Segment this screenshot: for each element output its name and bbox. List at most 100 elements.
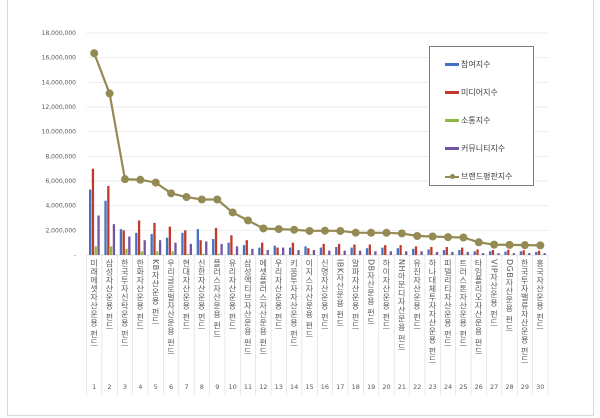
bar-3-9 (220, 243, 223, 255)
bar-1-16 (322, 243, 325, 255)
bar-3-12 (266, 250, 269, 255)
bar-3-14 (297, 250, 300, 255)
y-tick-label: 14,000,000 (42, 79, 77, 86)
legend-label: 브랜드평판지수 (461, 172, 513, 181)
legend-item-1: 미디어지수 (445, 87, 498, 98)
bar-3-1 (97, 215, 100, 255)
category-label: NH아문디자산운용 펀드 (397, 259, 407, 352)
bar-0-14 (288, 247, 292, 255)
category-number: 29 (521, 383, 529, 391)
bar-1-13 (276, 247, 279, 255)
brand-point-11 (244, 216, 253, 225)
category-label: 우리자산운용 펀드 (274, 259, 284, 331)
brand-point-21 (397, 229, 406, 238)
legend-label: 미디어지수 (461, 88, 498, 97)
bar-0-29 (519, 251, 523, 255)
chart-frame (7, 0, 594, 416)
bar-1-1 (91, 168, 95, 255)
bar-1-15 (307, 248, 310, 255)
bar-1-29 (522, 250, 525, 255)
y-tick-label: 10,000,000 (42, 129, 77, 136)
bar-1-30 (537, 250, 541, 255)
y-tick-label: 4,000,000 (45, 203, 76, 210)
brand-point-22 (413, 232, 422, 241)
bar-2-2 (109, 246, 113, 255)
bar-2-11 (248, 254, 251, 255)
category-label: DGB자산운용 펀드 (504, 259, 514, 333)
bar-0-17 (335, 246, 338, 255)
legend-label: 참여지수 (461, 60, 491, 69)
legend-swatch (445, 91, 459, 94)
brand-point-15 (305, 226, 314, 235)
brand-point-9 (213, 195, 222, 204)
bar-1-24 (445, 246, 448, 255)
bar-1-4 (137, 220, 141, 255)
bar-1-20 (384, 245, 387, 255)
bar-2-15 (309, 254, 313, 255)
legend: 참여지수 미디어지수 소통지수 커뮤니티지수 브랜드평판지수 (429, 46, 534, 186)
category-label: 트러스톤자산운용 펀드 (458, 259, 468, 348)
category-label: 피델리티자산운용 펀드 (443, 259, 453, 348)
bar-3-13 (282, 247, 285, 255)
category-number: 3 (123, 383, 127, 391)
brand-point-2 (105, 89, 114, 98)
category-label: 한화자산운용 펀드 (135, 259, 145, 331)
bar-3-2 (112, 224, 116, 255)
category-number: 4 (138, 383, 142, 391)
brand-point-19 (367, 228, 376, 237)
brand-point-5 (151, 178, 160, 187)
bar-1-14 (291, 242, 295, 255)
bar-0-18 (350, 247, 353, 255)
bar-1-7 (184, 230, 187, 255)
brand-point-7 (182, 193, 191, 202)
category-label: 하이자산운용 펀드 (381, 259, 391, 331)
bar-3-28 (512, 253, 516, 255)
brand-point-30 (536, 241, 545, 250)
category-number: 20 (382, 383, 390, 391)
category-number: 12 (259, 383, 267, 391)
category-number: 30 (536, 383, 544, 391)
bar-3-4 (143, 240, 146, 255)
brand-point-20 (382, 228, 391, 237)
bar-1-12 (261, 242, 264, 255)
bar-2-5 (156, 251, 159, 255)
brand-point-10 (228, 208, 237, 217)
bar-0-11 (242, 245, 246, 255)
brand-point-26 (474, 238, 483, 247)
bar-1-17 (337, 243, 341, 255)
category-label: DB자산운용 펀드 (366, 259, 376, 326)
bar-0-23 (427, 249, 430, 255)
y-tick-label: 6,000,000 (45, 178, 76, 185)
bar-0-1 (89, 189, 92, 255)
category-label: 한국투자밸류자산운용 펀드 (520, 259, 530, 365)
bar-1-25 (461, 247, 464, 255)
bar-3-3 (128, 236, 131, 255)
category-number: 23 (428, 383, 436, 391)
category-number: 11 (244, 383, 252, 391)
bar-0-13 (273, 245, 276, 255)
legend-item-3: 커뮤니티지수 (445, 143, 505, 154)
brand-point-8 (197, 195, 206, 204)
legend-item-4: 브랜드평판지수 (445, 171, 513, 182)
category-number: 15 (305, 383, 313, 391)
bar-2-10 (233, 254, 236, 255)
category-number: 8 (200, 383, 204, 391)
bar-3-25 (466, 251, 469, 255)
category-label: 현대자산운용 펀드 (181, 259, 191, 331)
category-label: 에셋플러스자산운용 펀드 (258, 259, 268, 356)
bar-0-3 (119, 229, 123, 255)
bar-0-5 (150, 234, 153, 255)
bar-3-30 (543, 253, 546, 255)
bar-0-6 (165, 237, 169, 255)
bar-3-5 (158, 240, 162, 255)
bar-2-8 (202, 253, 205, 255)
bar-2-12 (263, 254, 267, 255)
bar-3-24 (451, 251, 454, 255)
category-number: 22 (413, 383, 421, 391)
category-label: 삼성자산운용 펀드 (104, 259, 114, 331)
brand-point-28 (505, 240, 514, 249)
category-label: 알파자산운용 펀드 (351, 259, 361, 331)
bar-2-7 (186, 253, 190, 255)
bar-1-22 (414, 246, 418, 255)
brand-point-27 (490, 240, 499, 249)
